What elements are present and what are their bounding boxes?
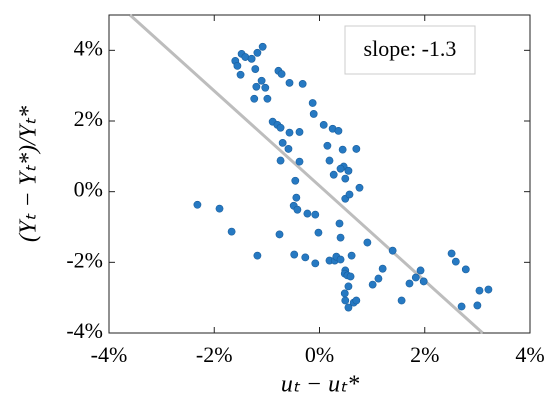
point: [344, 303, 353, 312]
point: [378, 264, 387, 273]
point: [325, 156, 334, 165]
point: [363, 238, 372, 247]
point: [314, 228, 323, 237]
point: [473, 301, 482, 310]
point: [341, 174, 350, 183]
point: [345, 190, 354, 199]
point: [336, 164, 345, 173]
x-tick-label: 2%: [410, 342, 439, 367]
point: [309, 110, 318, 118]
annotation-box: [344, 25, 476, 75]
point: [291, 176, 300, 185]
y-tick-label: -4%: [66, 318, 103, 343]
point: [336, 233, 345, 242]
point: [253, 251, 262, 260]
x-tick-label: 0%: [305, 342, 334, 367]
point: [344, 166, 353, 175]
point: [301, 253, 310, 262]
point: [374, 274, 383, 283]
point: [336, 255, 345, 264]
point: [292, 193, 301, 202]
point: [295, 128, 304, 136]
point: [346, 272, 355, 281]
point: [311, 259, 320, 268]
point: [295, 157, 304, 166]
point: [451, 257, 460, 266]
point: [340, 289, 349, 298]
point: [405, 279, 414, 288]
point: [233, 61, 242, 70]
point: [419, 277, 428, 286]
point: [319, 120, 328, 129]
point: [323, 141, 332, 150]
x-tick-label: -4%: [91, 342, 128, 367]
y-tick-label: 2%: [74, 106, 103, 131]
point: [215, 204, 224, 213]
point: [285, 78, 294, 87]
y-tick-label: 4%: [74, 35, 103, 60]
point: [347, 251, 356, 260]
y-axis-label: (Yₜ − Yₜ*)/Yₜ*: [16, 106, 42, 242]
point: [278, 139, 287, 147]
point: [227, 227, 236, 236]
point: [257, 76, 266, 85]
point: [252, 82, 261, 91]
point: [411, 273, 420, 282]
point: [263, 94, 272, 103]
point: [193, 200, 202, 209]
annotation: slope: -1.3: [364, 36, 457, 61]
point: [236, 70, 245, 79]
point: [276, 123, 285, 132]
point: [344, 282, 353, 291]
point: [334, 126, 343, 135]
y-tick-label: -2%: [66, 247, 103, 272]
point: [308, 99, 317, 107]
point: [388, 246, 397, 255]
point: [275, 230, 284, 239]
point: [311, 210, 320, 219]
point: [352, 296, 361, 305]
point: [303, 209, 312, 218]
point: [285, 128, 294, 137]
point: [329, 170, 338, 179]
point: [258, 42, 267, 51]
point: [277, 70, 286, 78]
point: [335, 219, 344, 228]
point: [416, 266, 425, 275]
x-tick-label: -2%: [196, 342, 233, 367]
point: [461, 265, 470, 274]
y-tick-label: 0%: [74, 177, 103, 202]
point: [368, 280, 377, 289]
point: [298, 80, 307, 88]
point: [247, 54, 256, 63]
point: [290, 250, 299, 259]
point: [447, 249, 456, 258]
point: [338, 145, 347, 154]
point: [293, 205, 302, 214]
point: [341, 296, 350, 305]
point: [352, 145, 361, 153]
x-axis-label: uₜ − uₜ*: [281, 372, 359, 398]
point: [355, 183, 364, 192]
point: [250, 94, 259, 103]
point: [251, 65, 260, 73]
point: [397, 296, 406, 305]
point: [475, 286, 484, 295]
point: [284, 145, 293, 153]
point: [261, 83, 270, 92]
point: [484, 285, 493, 294]
x-tick-label: 4%: [515, 342, 544, 367]
point: [457, 302, 466, 311]
plot-frame: [108, 14, 531, 334]
point: [276, 156, 285, 165]
point: [253, 48, 262, 57]
